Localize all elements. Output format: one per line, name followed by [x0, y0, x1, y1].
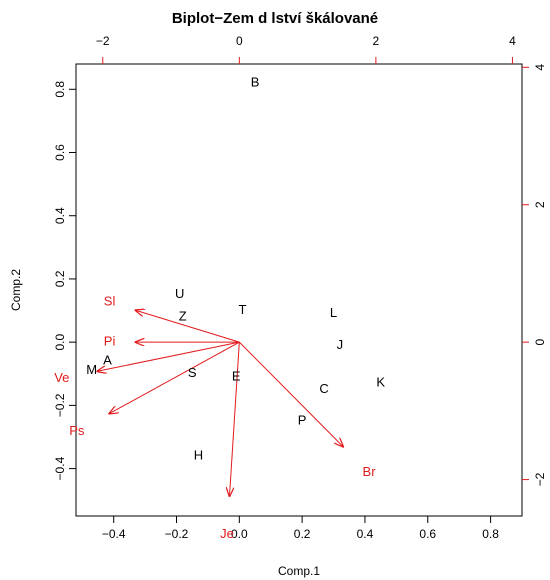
point-a: A: [103, 353, 112, 368]
point-j: J: [337, 337, 344, 352]
x-tick-label: 0.8: [482, 527, 499, 541]
right-tick-label: 4: [533, 64, 547, 71]
point-s: S: [188, 365, 197, 380]
loading-arrow-je: [229, 342, 240, 496]
point-h: H: [194, 447, 203, 462]
x-tick-label: 0.0: [231, 527, 248, 541]
point-m: M: [86, 362, 97, 377]
y-axis: −0.4 −0.2 0.0 0.2 0.4 0.6 0.8: [53, 81, 76, 480]
y-tick-label: 0.4: [53, 207, 67, 224]
loading-arrow-sl: [136, 310, 240, 343]
point-k: K: [376, 375, 385, 390]
x-axis: −0.4 −0.2 0.0 0.2 0.4 0.6 0.8: [102, 516, 499, 541]
loading-label-pi: Pi: [104, 334, 116, 349]
y-tick-label: 0.2: [53, 270, 67, 287]
y-tick-label: −0.2: [53, 393, 67, 417]
top-axis: −20246: [96, 34, 516, 64]
chart-title: Biplot−Zem d lství škálované: [172, 10, 378, 27]
point-c: C: [319, 381, 328, 396]
right-tick-label: −2: [533, 472, 547, 486]
x-tick-label: 0.2: [294, 527, 311, 541]
y-axis-label: Comp.2: [9, 269, 23, 311]
top-tick-label: 4: [509, 34, 516, 48]
loading-label-ve: Ve: [54, 370, 69, 385]
loading-label-sl: Sl: [104, 294, 116, 309]
loading-arrow-ve: [97, 341, 240, 371]
right-tick-label: 0: [533, 338, 547, 345]
top-tick-label: 2: [373, 34, 380, 48]
right-tick-label: 2: [533, 201, 547, 208]
point-z: Z: [179, 308, 187, 323]
loading-label-br: Br: [363, 464, 377, 479]
top-tick-label: 0: [236, 34, 243, 48]
right-axis: −20246: [522, 64, 547, 486]
x-axis-label: Comp.1: [278, 564, 320, 578]
y-tick-label: 0.6: [53, 144, 67, 161]
loading-arrow-br: [238, 341, 343, 446]
point-l: L: [330, 305, 337, 320]
top-tick-label: −2: [96, 34, 110, 48]
score-points: B UZ T L J AM S E C K P H: [86, 74, 385, 462]
point-p: P: [298, 413, 307, 428]
x-tick-label: 0.4: [357, 527, 374, 541]
point-e: E: [232, 368, 241, 383]
x-tick-label: −0.2: [165, 527, 189, 541]
loading-arrow-ps: [109, 341, 240, 413]
x-tick-label: 0.6: [419, 527, 436, 541]
y-tick-label: 0.0: [53, 333, 67, 350]
y-tick-label: −0.4: [53, 456, 67, 480]
point-b: B: [251, 74, 260, 89]
y-tick-label: 0.8: [53, 81, 67, 98]
plot-frame: [75, 63, 523, 517]
loading-label-je: Je: [220, 526, 234, 541]
loading-arrows: Sl Pi Ve Ps Br Je: [54, 294, 376, 541]
x-tick-label: −0.4: [102, 527, 126, 541]
loading-label-ps: Ps: [69, 423, 85, 438]
point-u: U: [175, 286, 184, 301]
point-t: T: [238, 302, 246, 317]
